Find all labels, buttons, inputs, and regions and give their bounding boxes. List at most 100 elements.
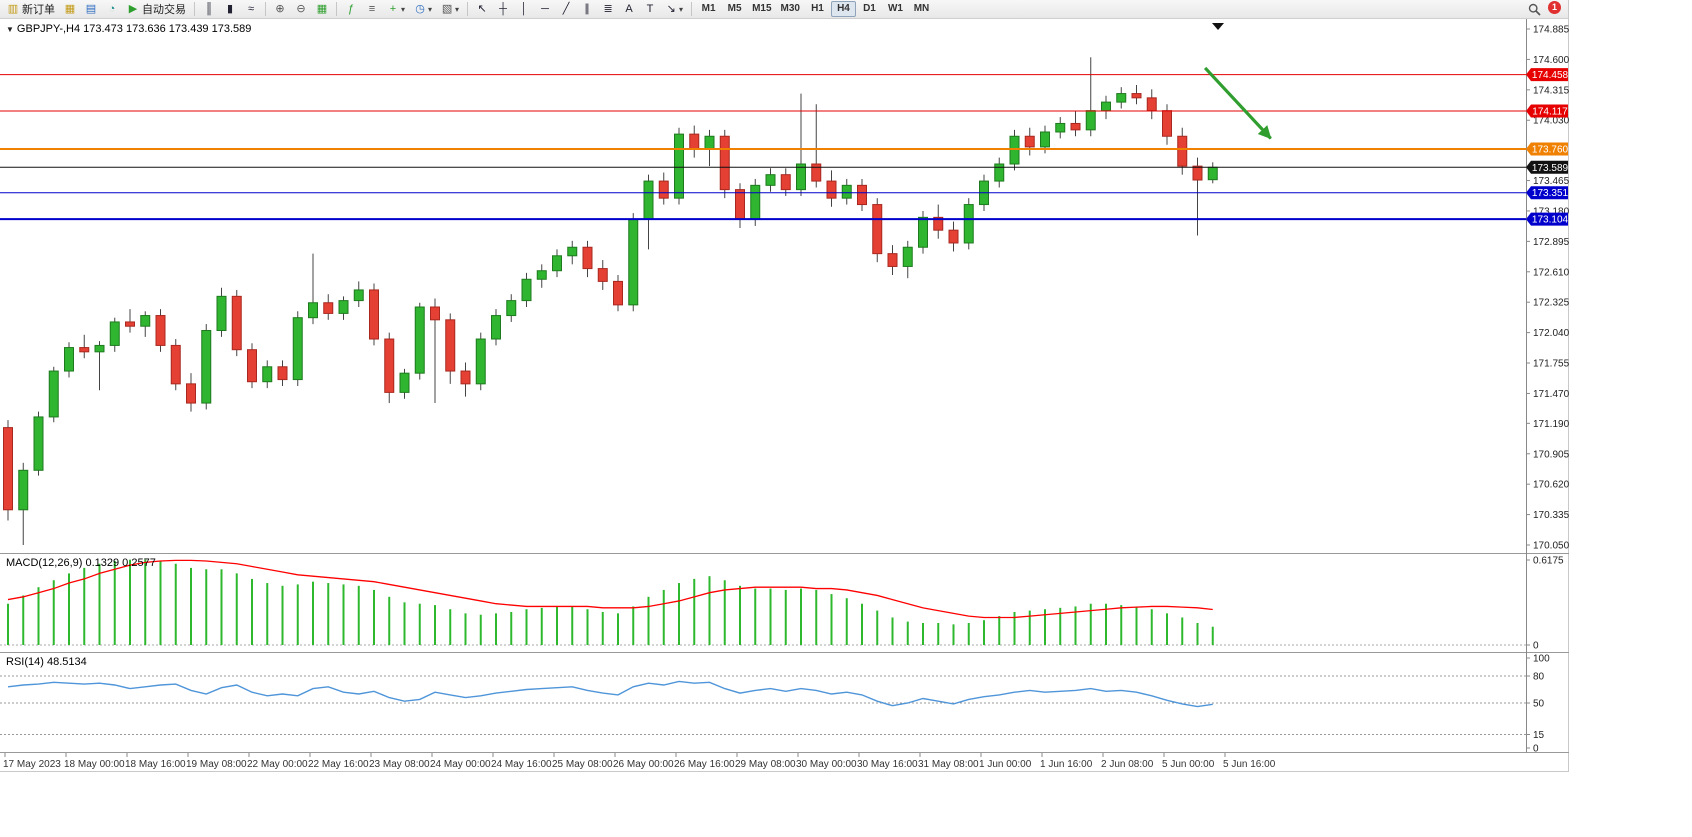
new-order-icon: ▥ [7, 3, 19, 15]
time-axis-label: 30 May 16:00 [857, 759, 918, 770]
search-button[interactable] [1524, 1, 1545, 18]
indicators-button[interactable]: ƒ [341, 1, 361, 18]
crosshair-tool-button[interactable]: ┼ [493, 1, 513, 18]
candle-body-up [201, 329, 212, 404]
bars-chart-button[interactable]: ║ [199, 1, 219, 18]
chevron-down-icon: ▾ [428, 4, 433, 14]
add-indicator-button[interactable]: + ▾ [383, 1, 409, 18]
candle-body-up [292, 317, 303, 381]
indicator-list-button[interactable]: ≡ [362, 1, 382, 18]
fibonacci-tool-button[interactable]: ≣ [598, 1, 618, 18]
timeframe-button-m1[interactable]: M1 [701, 3, 716, 14]
time-axis-label: 26 May 00:00 [613, 759, 674, 770]
fibonacci-icon: ≣ [603, 3, 613, 15]
price-axis-label: 170.620 [1533, 480, 1569, 491]
chart-collapse-icon[interactable]: ▼ [6, 24, 14, 34]
channel-tool-button[interactable]: ∥ [577, 1, 597, 18]
candle-body-down [1162, 110, 1172, 137]
price-badge-label: 173.760 [1532, 145, 1569, 156]
text-label-icon: T [646, 3, 654, 15]
periods-button[interactable]: ◷ ▾ [410, 1, 436, 18]
zoom-out-button[interactable]: ⊖ [291, 1, 311, 18]
price-axis-label: 170.335 [1533, 510, 1569, 521]
tile-windows-button[interactable]: ▦ [312, 1, 332, 18]
candle-body-down [79, 347, 90, 353]
data-window-icon: ▤ [85, 3, 97, 15]
price-badge [1526, 160, 1568, 174]
new-order-label: 新订单 [22, 4, 55, 16]
candle-body-up [567, 246, 578, 257]
macd-panel[interactable]: 0.6175 0 [0, 556, 1564, 652]
time-axis-label: 18 May 16:00 [125, 759, 186, 770]
text-label-tool-button[interactable]: T [640, 1, 660, 18]
timeframe-button-mn[interactable]: MN [913, 3, 930, 14]
rsi-axis-label: 50 [1533, 699, 1545, 710]
timeframe-button-m30[interactable]: M30 [780, 3, 800, 14]
arrow-tool-icon: ↘ [666, 3, 676, 15]
candle-body-up [963, 204, 974, 244]
price-badge [1526, 68, 1568, 82]
time-axis-label: 1 Jun 00:00 [979, 759, 1032, 770]
timeframe-button-m15[interactable]: M15 [752, 3, 772, 14]
cursor-icon: ↖ [477, 3, 487, 15]
timeframe-button-w1[interactable]: W1 [887, 3, 903, 14]
zoom-in-button[interactable]: ⊕ [270, 1, 290, 18]
candle-body-up [1116, 93, 1127, 103]
time-axis-label: 18 May 00:00 [64, 759, 125, 770]
price-axis-label: 170.905 [1533, 449, 1569, 460]
vertical-line-tool-button[interactable]: │ [514, 1, 534, 18]
crosshair-icon: ┼ [499, 3, 507, 15]
text-icon: A [625, 3, 633, 15]
new-order-button[interactable]: ▥ 新订单 [3, 1, 59, 18]
timeframe-button-h1[interactable]: H1 [811, 3, 824, 14]
candle-body-down [887, 253, 898, 267]
text-tool-button[interactable]: A [619, 1, 639, 18]
line-chart-button[interactable]: ≈ [241, 1, 261, 18]
candle-body-up [841, 184, 852, 199]
time-axis[interactable]: 17 May 2023 18 May 00:00 18 May 16:00 19 Ma… [3, 753, 1276, 770]
price-axis-label: 170.050 [1533, 541, 1569, 552]
market-watch-button[interactable]: ▦ [60, 1, 80, 18]
main-chart-panel[interactable] [0, 23, 1526, 545]
timeframe-button-d1[interactable]: D1 [863, 3, 876, 14]
search-icon [1528, 3, 1541, 16]
price-badge-label: 174.458 [1532, 70, 1569, 81]
price-badge [1526, 104, 1568, 118]
candle-body-down [125, 321, 135, 327]
horizontal-line-tool-button[interactable]: ─ [535, 1, 555, 18]
candle-body-down [384, 338, 395, 393]
trend-arrow-annotation[interactable] [1203, 66, 1272, 140]
time-axis-label: 5 Jun 00:00 [1162, 759, 1215, 770]
price-axis[interactable]: 174.885 174.600 174.315 174.030 173.465 173.1… [1526, 25, 1569, 552]
candle-body-up [475, 338, 486, 385]
price-badge-label: 174.117 [1532, 106, 1568, 117]
data-window-button[interactable]: ▤ [81, 1, 101, 18]
candle-body-up [994, 163, 1005, 182]
toolbar-separator [467, 2, 469, 16]
candle-body-down [613, 280, 623, 306]
candle-body-down [658, 180, 669, 199]
trendline-tool-button[interactable]: ╱ [556, 1, 576, 18]
candlestick-chart-button[interactable]: ▮ [220, 1, 240, 18]
price-badge [1526, 186, 1568, 200]
candle-body-down [857, 184, 867, 206]
candle-body-down [445, 319, 456, 372]
templates-button[interactable]: ▧ ▾ [437, 1, 463, 18]
candle-body-up [1040, 131, 1050, 148]
cursor-tool-button[interactable]: ↖ [472, 1, 492, 18]
autotrading-button[interactable]: ▶ 自动交易 [123, 1, 190, 18]
vertical-line-icon: │ [520, 3, 528, 15]
strategy-tester-icon: ◔ [108, 3, 116, 15]
notification-badge[interactable]: 1 [1548, 0, 1561, 14]
candle-body-up [918, 216, 928, 248]
arrow-tool-button[interactable]: ↘ ▾ [661, 1, 687, 18]
candle-body-down [155, 315, 166, 346]
candle-body-down [186, 383, 196, 404]
chart-shift-marker-icon[interactable] [1212, 23, 1224, 30]
timeframe-button-h4[interactable]: H4 [830, 1, 856, 17]
timeframe-button-m5[interactable]: M5 [727, 3, 742, 14]
chart-canvas[interactable]: 174.885 174.600 174.315 174.030 173.465 173.1… [0, 19, 1569, 772]
strategy-tester-button[interactable]: ◔ [102, 1, 122, 18]
rsi-panel[interactable]: 100 80 50 15 0 [0, 654, 1550, 755]
candle-body-down [1177, 135, 1188, 167]
